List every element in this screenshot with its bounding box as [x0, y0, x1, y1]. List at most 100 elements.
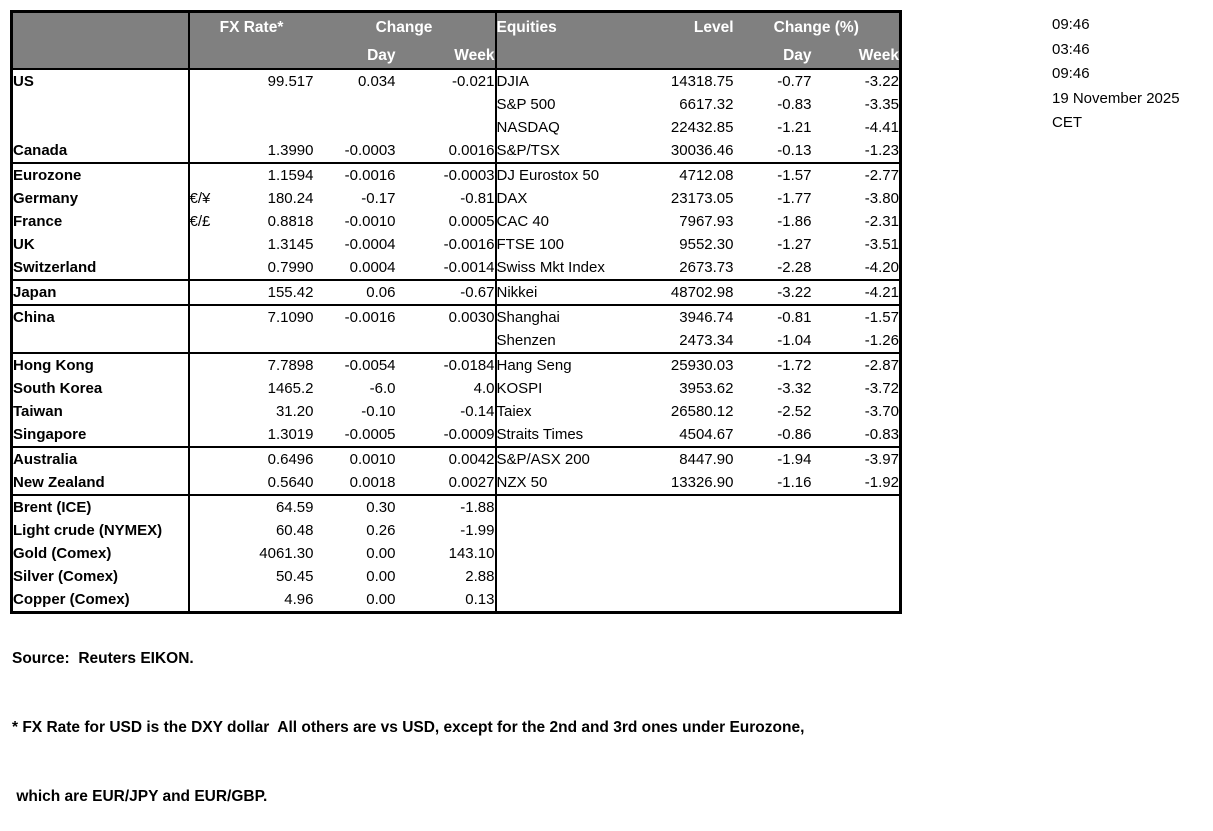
- fx-rate: 1.3145: [267, 236, 314, 253]
- fx-rate: 64.59: [238, 494, 314, 519]
- equity-name: S&P/TSX: [496, 142, 560, 159]
- equity-change-day: -0.86: [777, 426, 812, 443]
- fx-footnote-line1: * FX Rate for USD is the DXY dollar All …: [12, 719, 805, 736]
- equity-name: FTSE 100: [496, 236, 565, 253]
- equity-change-week: -3.80: [864, 190, 899, 207]
- table-row: Silver (Comex) 50.45 0.00 2.88: [11, 565, 901, 588]
- equity-name: NASDAQ: [496, 119, 560, 136]
- fx-change-week: 143.10: [395, 542, 497, 565]
- equity-change-week: [812, 565, 901, 588]
- fx-country: Hong Kong: [11, 352, 190, 377]
- header-blank: [638, 43, 734, 70]
- fx-country: UK: [11, 233, 190, 256]
- equity-level: 14318.75: [670, 73, 734, 90]
- eq-week-header: Week: [811, 43, 901, 70]
- fx-country: Brent (ICE): [11, 494, 190, 519]
- equity-change-week: [812, 519, 901, 542]
- fx-change-week: -0.0184: [395, 352, 497, 377]
- fx-country: Germany: [11, 187, 190, 210]
- fx-change-week: 4.0: [395, 377, 497, 400]
- equity-name: Shenzen: [496, 332, 556, 349]
- fx-pair-symbol: [189, 256, 239, 280]
- equity-change-week: -3.51: [864, 236, 899, 253]
- equity-change-week: -3.72: [864, 380, 899, 397]
- fx-pair-symbol: [189, 519, 239, 542]
- footnotes: Source: Reuters EIKON. * FX Rate for USD…: [12, 601, 804, 831]
- equity-change-day: -1.04: [777, 332, 812, 349]
- fx-rate: 1.1594: [238, 162, 314, 187]
- equity-level: 2673.73: [679, 259, 734, 276]
- equity-change-week: -2.31: [864, 213, 899, 230]
- fx-change-day: [314, 93, 396, 116]
- equity-change-week: -4.41: [864, 119, 899, 136]
- equity-change-day: [734, 519, 812, 542]
- fx-country: China: [11, 304, 190, 329]
- fx-change-week: 0.0042: [395, 446, 497, 471]
- equity-change-week: -3.97: [811, 446, 901, 471]
- fx-rate: 1.3019: [267, 426, 314, 443]
- fx-rate: 155.42: [238, 279, 314, 305]
- equity-level: 7967.93: [679, 213, 734, 230]
- equity-change-week: -3.22: [864, 73, 899, 90]
- fx-country: Gold (Comex): [11, 542, 190, 565]
- fx-rate: 7.1090: [238, 304, 314, 329]
- fx-rate: [239, 116, 314, 139]
- fx-country: Taiwan: [11, 400, 190, 423]
- fx-change-day: -0.0016: [313, 162, 396, 187]
- table-row: US 99.517 0.034 -0.021 DJIA 14318.75 -0.77 -3.2…: [11, 69, 901, 93]
- fx-change-day: -0.0054: [313, 352, 396, 377]
- equity-change-day: -1.16: [777, 474, 812, 491]
- equity-name: DJIA: [496, 73, 530, 90]
- table-row: Taiwan 31.20 -0.10 -0.14 Taiex 26580.12 -2.52 -…: [11, 400, 901, 423]
- table-row: France €/£ 0.8818 -0.0010 0.0005 CAC 40 7967.9…: [11, 210, 901, 233]
- source-note: Source: Reuters EIKON.: [12, 650, 194, 667]
- equity-change-day: -1.86: [777, 213, 812, 230]
- table-row: Switzerland 0.7990 0.0004 -0.0014 Swiss Mkt …: [11, 256, 901, 280]
- fx-change-day: -0.0016: [313, 304, 396, 329]
- fx-rate: 50.45: [275, 568, 314, 585]
- fx-pair-symbol: [188, 352, 239, 377]
- equity-level: [638, 494, 734, 519]
- equity-name: Hang Seng: [495, 352, 639, 377]
- equity-change-week: -3.70: [864, 403, 899, 420]
- equity-level: 48702.98: [638, 279, 734, 305]
- table-row: Japan 155.42 0.06 -0.67 Nikkei 48702.98 -3.22-…: [11, 279, 901, 305]
- table-row: Singapore 1.3019 -0.0005 -0.0009 Straits Tim…: [11, 423, 901, 447]
- header-blank: [495, 43, 639, 70]
- fx-change-day: 0.00: [366, 568, 396, 585]
- equity-change-day: -2.52: [777, 403, 812, 420]
- fx-change-day: 0.0004: [349, 259, 396, 276]
- fx-pair-symbol: [189, 139, 239, 163]
- equity-level: 3953.62: [679, 380, 734, 397]
- equity-change-week: [811, 494, 901, 519]
- fx-pair-symbol: [189, 423, 239, 447]
- table-row: S&P 500 6617.32 -0.83 -3.35: [11, 93, 901, 116]
- table-row: Brent (ICE) 64.59 0.30 -1.88: [11, 494, 901, 519]
- table-body: US 99.517 0.034 -0.021 DJIA 14318.75 -0.77 -3.2…: [11, 69, 901, 613]
- eq-day-header: Day: [733, 43, 812, 70]
- time-3: 09:46: [1052, 65, 1090, 82]
- equity-level: 4504.67: [679, 426, 734, 443]
- time-1: 09:46: [1052, 16, 1090, 33]
- market-snapshot-table: FX Rate* Change Equities Level Change (%…: [10, 10, 902, 614]
- equity-level: 23173.05: [670, 190, 734, 207]
- fx-rate: 4.96: [284, 591, 314, 608]
- fx-country: Switzerland: [11, 256, 190, 280]
- equity-change-week: -1.57: [811, 304, 901, 329]
- fx-pair-symbol: [189, 233, 239, 256]
- fx-change-week: 0.0030: [395, 304, 497, 329]
- fx-change-week: [395, 93, 497, 116]
- equity-name: [496, 519, 639, 542]
- fx-change-day: 0.0018: [349, 474, 396, 491]
- table-row: Light crude (NYMEX) 60.48 0.26 -1.99: [11, 519, 901, 542]
- fx-rate: 1.3990: [267, 142, 314, 159]
- equity-name: [496, 565, 639, 588]
- fx-change-day: -0.0010: [344, 213, 396, 230]
- table-row: Gold (Comex) 4061.30 0.00 143.10: [11, 542, 901, 565]
- fx-change-week: 0.13: [395, 588, 497, 613]
- equity-level: 6617.32: [679, 96, 734, 113]
- equity-level: [639, 519, 734, 542]
- fx-change-week: -0.021: [395, 69, 497, 93]
- equity-level: 4712.08: [638, 162, 734, 187]
- fx-change-week: -0.0014: [395, 256, 497, 280]
